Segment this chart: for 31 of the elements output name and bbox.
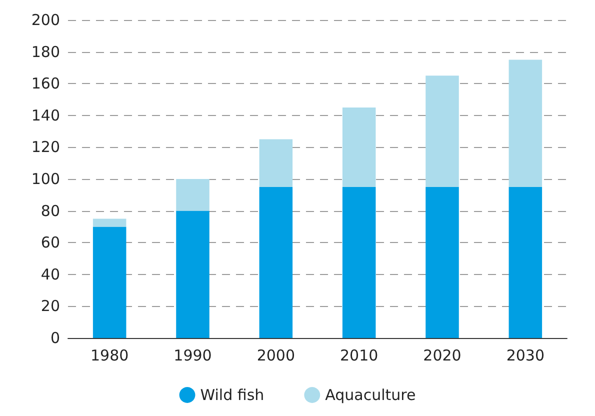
x-tick-label: 1990 [174,346,212,364]
bar [508,186,542,338]
x-tick-label: 2030 [506,346,545,364]
y-tick-label: 200 [31,11,60,29]
bar [92,218,126,227]
bar [176,179,210,211]
legend-label: Aquaculture [325,386,416,404]
y-tick-label: 20 [40,297,60,316]
bar [176,210,210,338]
x-tick-label: 2000 [256,346,296,364]
bar [342,107,376,187]
y-tick-label: 180 [31,42,60,61]
bar [426,76,459,187]
legend-label: Wild fish [200,386,264,404]
bar [92,226,126,338]
bar [508,60,542,187]
x-tick-label: 1980 [90,346,129,364]
x-tick-label: 2020 [423,346,462,364]
bar [259,139,293,187]
bar [342,186,376,338]
y-tick-label: 120 [31,138,60,156]
y-tick-label: 160 [31,74,60,93]
y-tick-label: 60 [40,234,60,252]
bar [259,186,293,338]
y-tick-label: 40 [40,265,60,284]
y-tick-label: 140 [31,106,60,124]
y-tick-label: 100 [31,170,60,188]
y-tick-label: 80 [40,202,60,220]
x-tick-label: 2010 [340,346,378,364]
y-tick-label: 0 [50,329,60,347]
bar [426,186,459,338]
